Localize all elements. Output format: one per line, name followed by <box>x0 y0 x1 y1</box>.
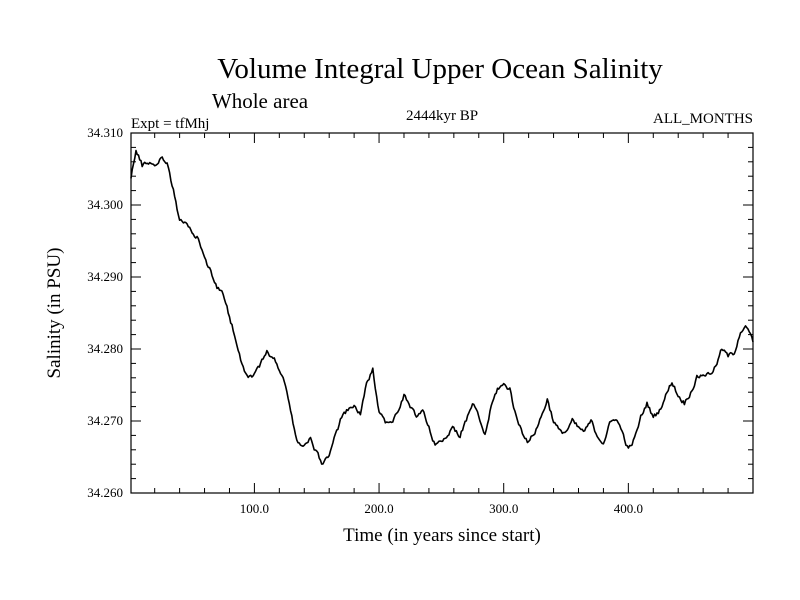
x-tick-label: 400.0 <box>614 501 643 516</box>
y-tick-label: 34.290 <box>87 269 123 284</box>
chart-subtitle: Whole area <box>212 89 309 113</box>
experiment-label: Expt = tfMhj <box>131 116 209 132</box>
y-tick-label: 34.270 <box>87 413 123 428</box>
y-tick-label: 34.280 <box>87 341 123 356</box>
y-tick-label: 34.260 <box>87 485 123 500</box>
chart-title: Volume Integral Upper Ocean Salinity <box>217 53 663 85</box>
y-tick-label: 34.300 <box>87 197 123 212</box>
y-tick-label: 34.310 <box>87 125 123 140</box>
x-tick-label: 100.0 <box>240 501 269 516</box>
axis-tick-labels: 100.0 200.0 300.0 400.0 34.260 34.270 34.280 34… <box>87 125 643 516</box>
y-axis-label: Salinity (in PSU) <box>44 248 65 379</box>
period-label: 2444kyr BP <box>406 108 478 124</box>
axis-ticks <box>131 132 753 494</box>
months-label: ALL_MONTHS <box>653 111 753 127</box>
x-axis-label: Time (in years since start) <box>343 525 541 546</box>
x-tick-label: 200.0 <box>364 501 393 516</box>
x-tick-label: 300.0 <box>489 501 518 516</box>
plot-frame <box>130 132 754 494</box>
salinity-series-line <box>130 149 754 465</box>
